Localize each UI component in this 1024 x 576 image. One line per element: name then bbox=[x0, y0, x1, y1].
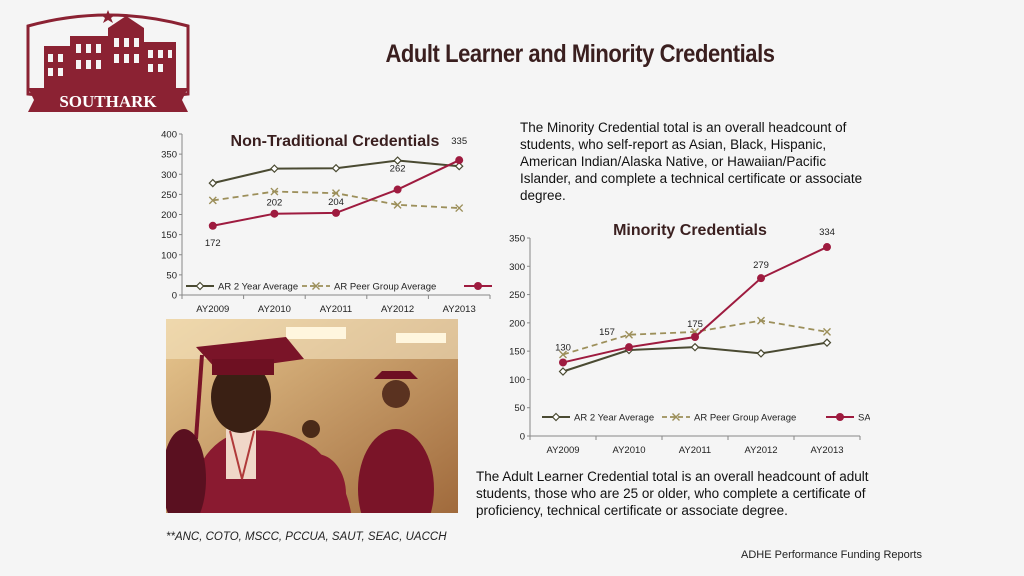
x-tick-label: AY2009 bbox=[546, 445, 579, 456]
data-point bbox=[757, 316, 765, 325]
data-label: 172 bbox=[205, 238, 221, 249]
graduation-photo bbox=[166, 319, 458, 513]
x-tick-label: AY2012 bbox=[381, 304, 414, 315]
data-label: 335 bbox=[451, 136, 467, 147]
logo-wordmark: SOUTHARK bbox=[59, 92, 157, 111]
chart-title: Non-Traditional Credentials bbox=[231, 133, 440, 150]
series-sacc: 172 202 204 262 335 bbox=[205, 136, 467, 249]
y-tick-label: 100 bbox=[509, 375, 525, 386]
data-point bbox=[208, 221, 217, 230]
series-ar-peer-group-average bbox=[559, 316, 831, 359]
minority-credential-note: The Minority Credential total is an over… bbox=[520, 120, 863, 203]
data-point bbox=[270, 164, 279, 173]
data-point bbox=[558, 367, 568, 376]
x-tick-label: AY2009 bbox=[196, 304, 229, 315]
series-ar-2-year-average bbox=[208, 156, 464, 188]
series-sacc: 130 157 175 279 334 bbox=[555, 227, 835, 367]
legend-marker bbox=[195, 281, 205, 291]
legend-marker bbox=[551, 412, 561, 422]
y-tick-label: 200 bbox=[161, 210, 177, 221]
y-tick-label: 300 bbox=[509, 262, 525, 273]
non-traditional-credentials-chart: 0 50 100 150 200 250 300 350 400 AY2009 AY2010 AY20… bbox=[150, 124, 523, 319]
data-point bbox=[208, 178, 218, 188]
x-tick-label: AY2012 bbox=[744, 445, 777, 456]
data-point bbox=[559, 358, 567, 367]
y-tick-label: 150 bbox=[509, 347, 525, 358]
minority-credentials-chart: 0 50 100 150 200 250 300 350 AY2009 AY2010 AY2011 A… bbox=[500, 218, 885, 460]
y-tick-label: 100 bbox=[161, 250, 177, 261]
southark-logo: SOUTHARK bbox=[24, 8, 192, 120]
source-note: ADHE Performance Funding Reports bbox=[741, 549, 922, 561]
chart-title: Minority Credentials bbox=[613, 222, 767, 239]
legend-label: AR Peer Group Average bbox=[334, 282, 436, 293]
data-point bbox=[691, 333, 699, 341]
legend: AR 2 Year Average AR Peer Group Average SA… bbox=[542, 412, 885, 424]
y-tick-label: 400 bbox=[161, 130, 177, 141]
x-tick-label: AY2013 bbox=[810, 445, 843, 456]
series-ar-2-year-average bbox=[558, 338, 832, 376]
legend-marker bbox=[312, 282, 320, 290]
y-tick-label: 250 bbox=[509, 290, 525, 301]
data-point bbox=[332, 189, 340, 198]
data-point bbox=[757, 274, 765, 283]
data-label: 202 bbox=[266, 198, 282, 209]
x-tick-label: AY2010 bbox=[258, 304, 291, 315]
data-point bbox=[393, 156, 402, 165]
page-title: Adult Learner and Minority Credentials bbox=[385, 40, 775, 68]
data-label: 175 bbox=[687, 319, 703, 330]
y-tick-label: 50 bbox=[166, 270, 177, 281]
data-point bbox=[455, 204, 464, 213]
data-point bbox=[455, 156, 464, 165]
y-tick-label: 0 bbox=[172, 291, 177, 302]
legend-marker bbox=[836, 413, 844, 421]
y-tick-label: 250 bbox=[161, 190, 177, 201]
y-tick-label: 0 bbox=[520, 432, 525, 443]
adult-learner-note: The Adult Learner Credential total is an… bbox=[476, 469, 869, 518]
legend-label: AR 2 Year Average bbox=[218, 282, 298, 293]
x-tick-label: AY2011 bbox=[679, 445, 711, 456]
y-tick-label: 150 bbox=[161, 230, 177, 241]
data-point bbox=[454, 161, 464, 171]
legend-label: AR Peer Group Average bbox=[694, 413, 796, 424]
data-label: 334 bbox=[819, 227, 835, 238]
data-point bbox=[270, 187, 279, 196]
data-point bbox=[208, 196, 217, 205]
data-point bbox=[690, 342, 700, 352]
data-point bbox=[270, 209, 279, 218]
data-point bbox=[823, 243, 831, 252]
data-point bbox=[393, 200, 402, 209]
legend-marker bbox=[474, 282, 482, 290]
data-point bbox=[331, 163, 341, 173]
data-label: 204 bbox=[328, 197, 344, 208]
y-tick-label: 200 bbox=[509, 318, 525, 329]
data-point bbox=[332, 208, 340, 217]
legend-label: AR 2 Year Average bbox=[574, 413, 654, 424]
data-point bbox=[559, 350, 567, 359]
data-point bbox=[823, 327, 831, 336]
x-tick-label: AY2011 bbox=[320, 304, 352, 315]
data-label: 157 bbox=[599, 327, 615, 338]
data-point bbox=[393, 185, 402, 194]
data-label: 130 bbox=[555, 342, 571, 353]
data-point bbox=[625, 330, 633, 339]
data-label: 262 bbox=[390, 164, 406, 175]
x-tick-label: AY2010 bbox=[612, 445, 645, 456]
y-tick-label: 350 bbox=[161, 150, 177, 161]
series-ar-peer-group-average bbox=[208, 187, 464, 213]
y-tick-label: 50 bbox=[514, 403, 525, 414]
data-point bbox=[822, 338, 832, 348]
y-tick-label: 350 bbox=[509, 234, 525, 245]
legend-label: SACC bbox=[858, 413, 870, 424]
x-tick-label: AY2013 bbox=[443, 304, 476, 315]
legend-marker bbox=[672, 413, 680, 421]
data-point bbox=[625, 343, 633, 352]
data-point bbox=[756, 349, 766, 358]
footnote: **ANC, COTO, MSCC, PCCUA, SAUT, SEAC, UA… bbox=[166, 531, 447, 543]
data-label: 279 bbox=[753, 260, 769, 271]
y-tick-label: 300 bbox=[161, 170, 177, 181]
